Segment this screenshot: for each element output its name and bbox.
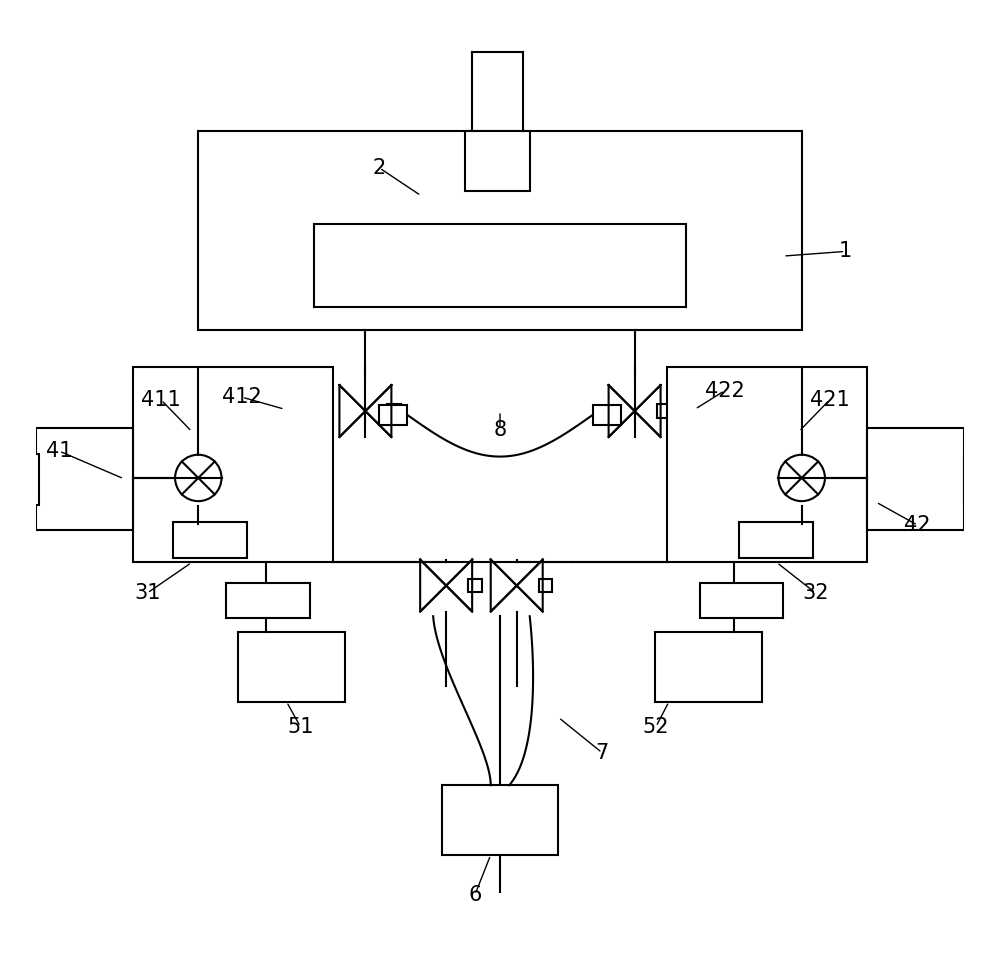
Bar bbox=[36, 427, 133, 530]
Bar bbox=[655, 632, 762, 702]
Bar bbox=[867, 427, 964, 530]
Bar bbox=[226, 583, 310, 618]
Text: 31: 31 bbox=[134, 583, 160, 603]
Bar bbox=[593, 404, 621, 425]
Bar bbox=[387, 404, 401, 418]
Bar bbox=[964, 454, 990, 505]
Bar bbox=[700, 583, 783, 618]
Text: 1: 1 bbox=[839, 242, 852, 261]
Text: 8: 8 bbox=[493, 420, 507, 440]
Bar bbox=[13, 454, 39, 505]
Text: 42: 42 bbox=[904, 515, 931, 536]
Bar bbox=[442, 785, 558, 855]
Bar bbox=[657, 404, 670, 418]
Bar bbox=[739, 522, 813, 558]
Bar bbox=[667, 367, 867, 563]
Text: 422: 422 bbox=[705, 381, 745, 400]
Bar bbox=[314, 223, 686, 308]
Bar bbox=[173, 522, 247, 558]
Bar bbox=[238, 632, 345, 702]
Bar bbox=[468, 579, 482, 593]
Text: 52: 52 bbox=[643, 717, 669, 737]
Bar bbox=[465, 131, 530, 191]
Text: 421: 421 bbox=[810, 390, 849, 410]
Bar bbox=[379, 404, 407, 425]
Bar bbox=[198, 131, 802, 331]
Text: 51: 51 bbox=[287, 717, 314, 737]
Text: 412: 412 bbox=[222, 387, 262, 407]
Text: 32: 32 bbox=[802, 583, 829, 603]
Text: 6: 6 bbox=[468, 885, 482, 905]
Text: 7: 7 bbox=[595, 743, 609, 763]
Text: 41: 41 bbox=[46, 441, 72, 461]
Bar bbox=[133, 367, 333, 563]
Text: 2: 2 bbox=[373, 158, 386, 178]
Text: 411: 411 bbox=[141, 390, 181, 410]
Bar bbox=[539, 579, 552, 593]
